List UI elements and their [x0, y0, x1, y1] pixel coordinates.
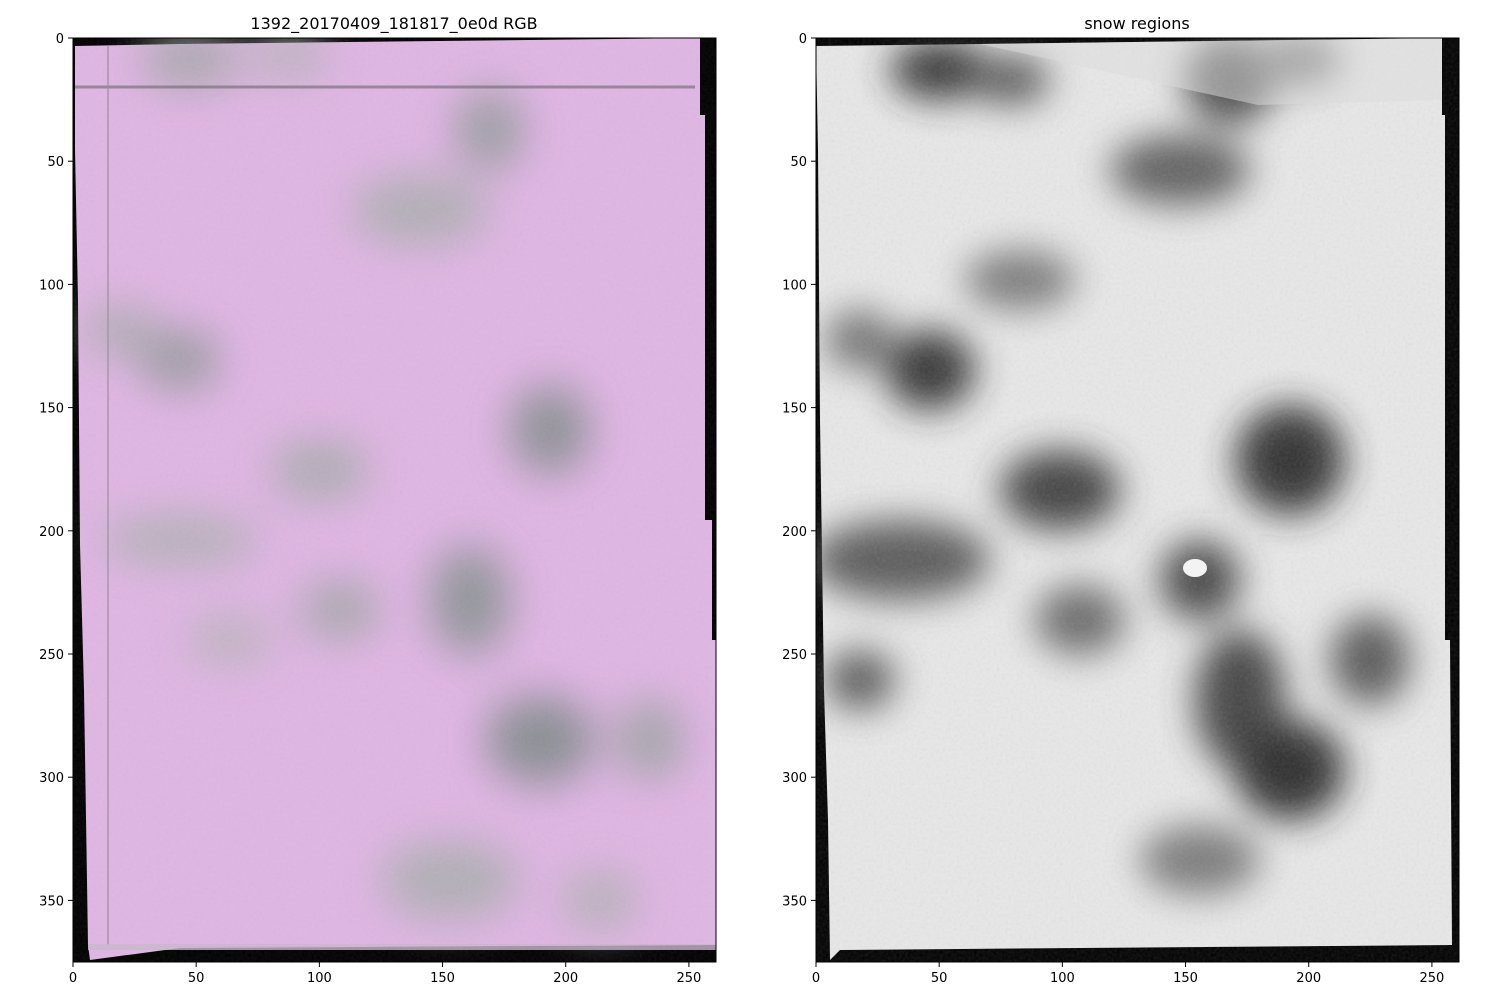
right-y-tick-label: 300 [782, 771, 807, 786]
left-axes: 0 50 100 150 200 250 0 50 100 150 200 250 300 350 [39, 32, 717, 986]
left-y-tick-label: 150 [39, 402, 64, 417]
left-y-tick-label: 300 [39, 771, 64, 786]
right-snow-image [816, 38, 1459, 962]
right-x-tick-label: 0 [812, 971, 820, 986]
right-x-tick-label: 250 [1419, 971, 1444, 986]
left-axes-frame [72, 37, 717, 963]
right-x-tick-label: 150 [1173, 971, 1198, 986]
right-y-tick-label: 350 [782, 894, 807, 909]
left-y-tick-label: 0 [56, 32, 64, 47]
left-x-tick-label: 100 [307, 971, 332, 986]
left-y-tick-label: 200 [39, 525, 64, 540]
left-panel-title: 1392_20170409_181817_0e0d RGB [250, 14, 538, 33]
left-x-tick-label: 200 [553, 971, 578, 986]
right-y-tick-label: 0 [799, 32, 807, 47]
left-y-tick-label: 100 [39, 278, 64, 293]
left-x-tick-label: 250 [676, 971, 701, 986]
right-y-tick-label: 150 [782, 402, 807, 417]
left-x-tick-label: 150 [430, 971, 455, 986]
right-panel-title: snow regions [1084, 14, 1190, 33]
right-y-tick-label: 50 [790, 155, 807, 170]
left-y-tick-label: 250 [39, 648, 64, 663]
right-y-tick-label: 250 [782, 648, 807, 663]
right-y-tick-label: 200 [782, 525, 807, 540]
right-axes-frame [815, 37, 1460, 963]
right-x-tick-label: 50 [931, 971, 948, 986]
right-y-tick-label: 100 [782, 278, 807, 293]
right-x-tick-label: 200 [1296, 971, 1321, 986]
left-y-tick-label: 50 [47, 155, 64, 170]
left-x-tick-label: 0 [69, 971, 77, 986]
left-y-tick-label: 350 [39, 894, 64, 909]
right-x-tick-label: 100 [1050, 971, 1075, 986]
right-axes: 0 50 100 150 200 250 0 50 100 150 200 250 300 350 [782, 32, 1460, 986]
left-rgb-image [73, 38, 716, 962]
left-x-tick-label: 50 [188, 971, 205, 986]
